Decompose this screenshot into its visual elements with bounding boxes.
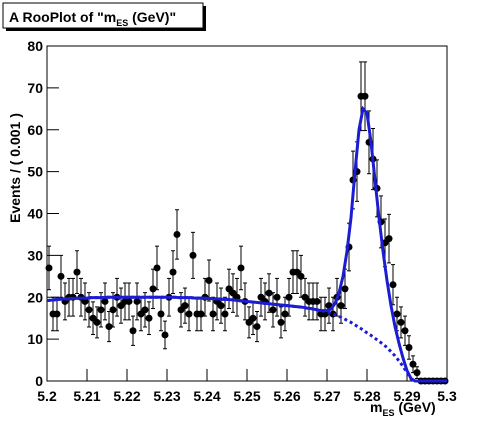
data-point — [389, 281, 397, 289]
data-point — [157, 310, 165, 318]
chart-title: A RooPlot of "mES (GeV)" — [9, 9, 176, 28]
data-point — [129, 327, 137, 335]
data-point — [45, 264, 53, 272]
y-tick-label: 60 — [27, 122, 43, 138]
data-point — [185, 310, 193, 318]
data-point — [337, 302, 345, 310]
data-point — [101, 297, 109, 305]
data-point — [81, 297, 89, 305]
data-point — [97, 306, 105, 314]
x-tick-label: 5.26 — [273, 388, 300, 404]
data-point — [149, 285, 157, 293]
x-tick-label: 5.27 — [313, 388, 340, 404]
x-tick-label: 5.2 — [37, 388, 57, 404]
data-point — [73, 268, 81, 276]
data-point — [397, 318, 405, 326]
data-point — [277, 318, 285, 326]
data-point — [313, 297, 321, 305]
y-tick-label: 10 — [27, 331, 43, 347]
y-tick-label: 20 — [27, 289, 43, 305]
data-point — [285, 293, 293, 301]
data-point — [221, 310, 229, 318]
data-point — [249, 314, 257, 322]
data-point — [125, 297, 133, 305]
data-point — [169, 268, 177, 276]
x-tick-label: 5.23 — [153, 388, 180, 404]
data-point — [361, 92, 369, 100]
data-point — [181, 302, 189, 310]
y-tick-label: 40 — [27, 206, 43, 222]
y-tick-label: 70 — [27, 80, 43, 96]
data-point — [385, 235, 393, 243]
x-tick-label: 5.24 — [193, 388, 220, 404]
data-point — [253, 323, 261, 331]
data-point — [265, 289, 273, 297]
background-curve — [46, 295, 447, 383]
title-sub: ES — [116, 18, 128, 28]
data-point — [269, 306, 277, 314]
x-label-sub: ES — [382, 408, 394, 418]
data-point — [93, 318, 101, 326]
data-point — [197, 310, 205, 318]
data-point — [393, 310, 401, 318]
data-point — [109, 306, 117, 314]
data-point — [281, 310, 289, 318]
data-point — [409, 360, 417, 368]
x-tick-label: 5.29 — [393, 388, 420, 404]
data-point — [133, 297, 141, 305]
data-point — [217, 302, 225, 310]
data-point — [141, 306, 149, 314]
y-tick-label: 0 — [35, 373, 43, 389]
data-point — [153, 264, 161, 272]
data-point — [173, 230, 181, 238]
x-label-unit: (GeV) — [394, 399, 435, 415]
data-point — [53, 310, 61, 318]
y-tick-label: 50 — [27, 164, 43, 180]
data-point — [105, 323, 113, 331]
data-point — [297, 272, 305, 280]
x-tick-label: 5.3 — [437, 388, 457, 404]
x-axis-label: mES (GeV) — [370, 399, 436, 418]
x-tick-label: 5.21 — [73, 388, 100, 404]
data-point — [273, 293, 281, 301]
data-point — [341, 285, 349, 293]
y-tick-label: 80 — [27, 38, 43, 54]
y-tick-label: 30 — [27, 247, 43, 263]
title-box — [2, 2, 204, 29]
x-tick-label: 5.28 — [353, 388, 380, 404]
x-label-m: m — [370, 399, 382, 415]
data-point — [237, 264, 245, 272]
x-tick-label: 5.25 — [233, 388, 260, 404]
data-point — [205, 277, 213, 284]
title-text-end: (GeV)" — [128, 9, 176, 25]
data-point — [209, 310, 217, 318]
data-point — [145, 314, 153, 322]
data-point — [85, 306, 93, 314]
y-axis-label: Events / ( 0.001 ) — [7, 113, 23, 223]
data-point — [161, 331, 169, 339]
data-point — [405, 344, 413, 351]
data-point — [189, 251, 197, 259]
data-point — [57, 272, 65, 280]
title-text: A RooPlot of "m — [9, 9, 116, 25]
x-tick-label: 5.22 — [113, 388, 140, 404]
data-point — [401, 327, 409, 335]
data-point — [413, 369, 421, 377]
